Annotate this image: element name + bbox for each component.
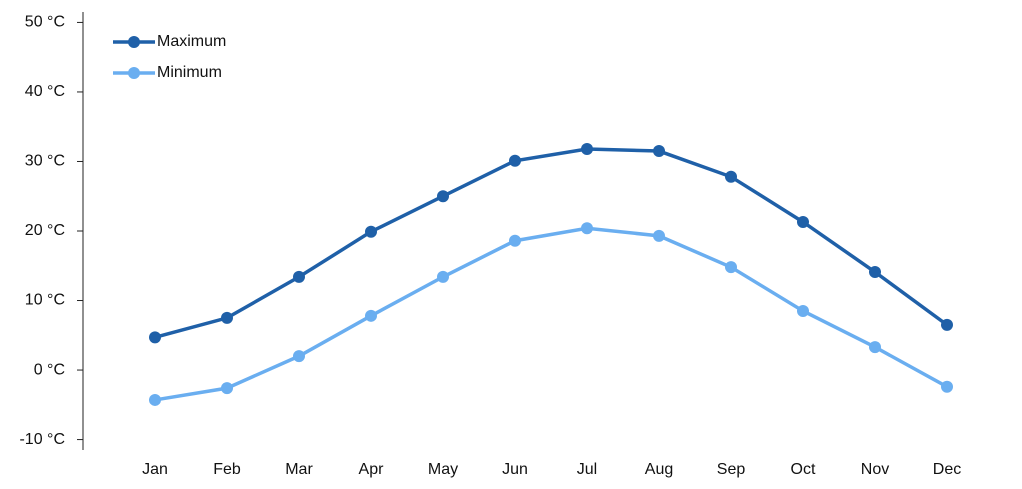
- data-point: [941, 318, 953, 331]
- y-tick-label: 10 °C: [25, 292, 65, 309]
- y-tick-label: 30 °C: [25, 153, 65, 170]
- x-tick-label: May: [428, 461, 458, 478]
- data-point: [149, 393, 161, 406]
- data-point: [725, 261, 737, 274]
- data-point: [437, 190, 449, 203]
- data-point: [509, 154, 521, 167]
- x-tick-label: Feb: [213, 461, 241, 478]
- data-point: [869, 266, 881, 279]
- x-tick-label: Oct: [791, 461, 816, 478]
- data-point: [221, 382, 233, 395]
- series-line: [154, 226, 948, 402]
- legend-marker: [128, 67, 140, 79]
- legend-marker: [128, 36, 140, 48]
- data-point: [869, 341, 881, 354]
- data-point: [581, 222, 593, 235]
- legend-label: Maximum: [157, 33, 226, 50]
- data-point: [221, 311, 233, 324]
- data-point: [293, 270, 305, 283]
- data-point: [653, 229, 665, 242]
- x-tick-label: Jun: [502, 461, 528, 478]
- x-tick-label: Mar: [285, 461, 313, 478]
- x-tick-label: Jul: [577, 461, 597, 478]
- data-point: [797, 304, 809, 317]
- x-tick-label: Jan: [142, 461, 168, 478]
- data-point: [509, 234, 521, 247]
- y-tick-label: 20 °C: [25, 222, 65, 239]
- legend-label: Minimum: [157, 64, 222, 81]
- data-point: [653, 145, 665, 158]
- x-tick-label: Apr: [359, 461, 385, 478]
- data-point: [293, 350, 305, 363]
- y-tick-label: 40 °C: [25, 83, 65, 100]
- data-point: [725, 170, 737, 183]
- data-point: [365, 309, 377, 322]
- data-point: [365, 225, 377, 238]
- x-tick-label: Aug: [645, 461, 673, 478]
- data-point: [437, 270, 449, 283]
- data-point: [581, 142, 593, 155]
- series-line: [154, 147, 949, 340]
- y-tick-label: 0 °C: [34, 361, 65, 378]
- y-tick-label: -10 °C: [19, 431, 65, 448]
- data-point: [941, 380, 953, 393]
- data-point: [797, 215, 809, 228]
- data-point: [149, 331, 161, 344]
- x-tick-label: Sep: [717, 461, 746, 478]
- x-tick-label: Dec: [933, 461, 961, 478]
- x-tick-label: Nov: [861, 461, 889, 478]
- y-tick-label: 50 °C: [25, 14, 65, 31]
